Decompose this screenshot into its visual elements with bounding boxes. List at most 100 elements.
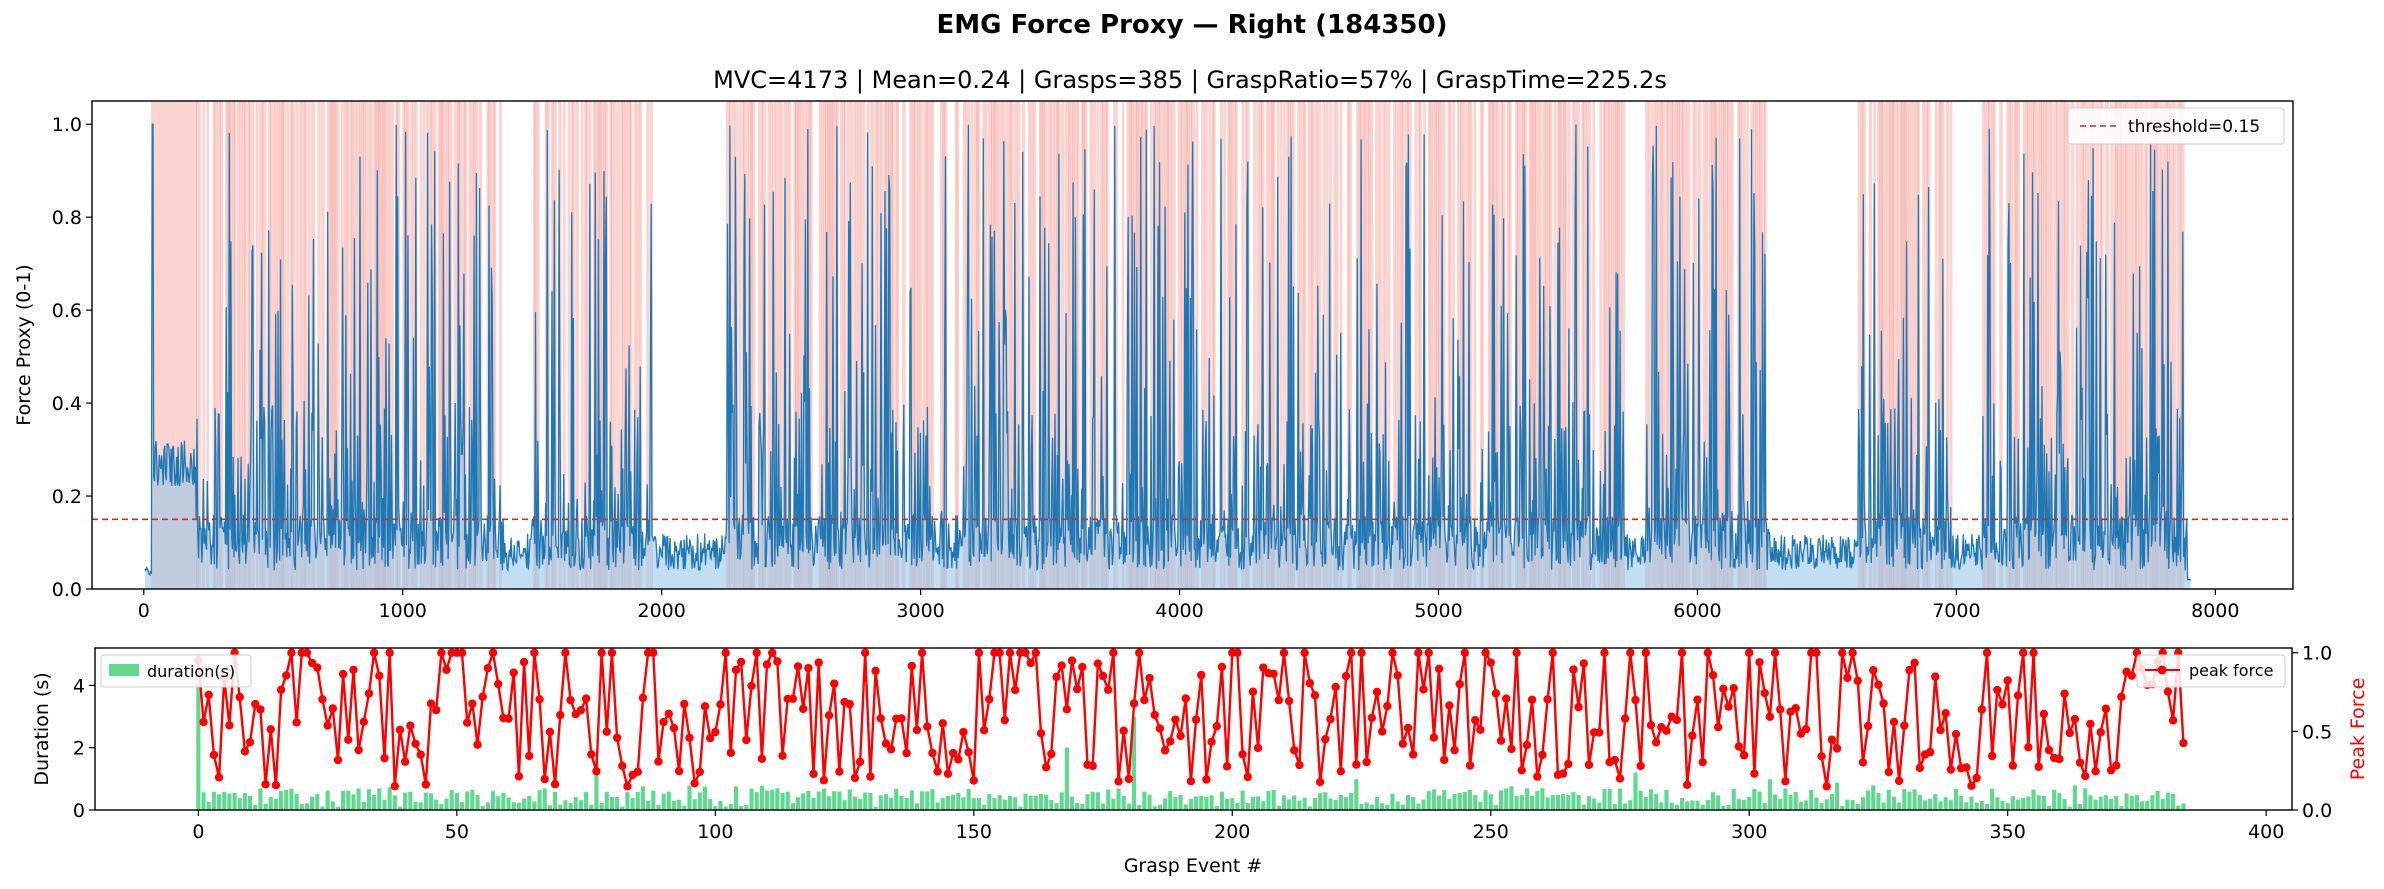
duration-bar <box>1416 803 1421 810</box>
duration-bar <box>413 801 418 810</box>
force-plot-frame <box>91 100 2294 590</box>
peak-point <box>1615 774 1625 783</box>
peak-point <box>1109 648 1118 657</box>
grasp-span <box>1896 101 1903 589</box>
grasp-span <box>1208 101 1212 589</box>
duration-bar <box>1902 789 1907 810</box>
peak-point <box>1171 715 1180 724</box>
grasp-span <box>609 101 613 589</box>
duration-bar <box>770 789 775 810</box>
grasp-span <box>2053 101 2058 589</box>
grasp-span <box>1061 101 1065 589</box>
grasp-span <box>1759 101 1762 589</box>
grasp-span <box>1456 101 1462 589</box>
duration-bar <box>692 799 697 810</box>
peak-point <box>1884 767 1893 777</box>
peak-point <box>1088 761 1097 771</box>
grasp-span <box>1606 101 1610 589</box>
peak-point <box>1538 750 1547 760</box>
duration-bar <box>1131 716 1137 810</box>
duration-bar <box>201 792 206 810</box>
grasp-span <box>219 101 224 589</box>
duration-bar <box>723 806 728 810</box>
grasp-span <box>2043 101 2047 589</box>
duration-bar <box>1328 798 1333 810</box>
duration-bar <box>1705 799 1710 810</box>
peak-point <box>959 727 968 737</box>
grasp-span <box>2155 101 2158 589</box>
peak-point <box>1708 670 1718 680</box>
peak-point <box>1114 777 1123 786</box>
peak-point <box>1765 712 1775 721</box>
duration-bar <box>1400 804 1405 810</box>
peak-point <box>1269 669 1278 679</box>
peak-point <box>742 735 751 745</box>
duration-bar <box>1436 795 1442 810</box>
duration-bar <box>325 790 330 810</box>
peak-point <box>1610 755 1620 765</box>
peak-point <box>1026 658 1035 668</box>
grasp-span <box>1384 101 1388 589</box>
peak-point <box>545 727 555 737</box>
duration-bar <box>1597 802 1602 810</box>
duration-bar <box>392 795 397 810</box>
grasp-span <box>321 101 325 589</box>
duration-bar <box>1188 798 1193 810</box>
peak-point <box>767 648 777 657</box>
grasp-span <box>1660 101 1663 589</box>
duration-bar <box>677 799 682 810</box>
peak-point <box>235 692 244 702</box>
duration-bar <box>780 792 785 810</box>
grasp-span <box>453 101 459 589</box>
duration-bar <box>873 806 878 810</box>
grasp-span <box>1599 101 1603 589</box>
grasp-span <box>931 101 934 589</box>
peak-point <box>804 663 813 673</box>
duration-bar <box>1602 788 1607 810</box>
grasp-span <box>2045 101 2049 589</box>
peak-point <box>871 666 880 676</box>
peak-point <box>1186 776 1196 786</box>
duration-bar <box>2062 799 2067 810</box>
grasp-span <box>1033 101 1037 589</box>
duration-bar <box>1679 797 1685 810</box>
duration-bar <box>1049 800 1054 810</box>
grasp-span <box>1907 101 1911 589</box>
peak-point <box>1346 648 1356 657</box>
duration-bar <box>1555 794 1561 810</box>
grasp-span <box>1333 101 1337 589</box>
grasp-span <box>2014 101 2018 589</box>
grasp-span <box>1366 101 1370 589</box>
peak-point <box>1496 736 1506 745</box>
duration-bar <box>547 805 552 810</box>
peak-point <box>1941 709 1950 718</box>
grasp-span <box>1104 101 1108 589</box>
peak-point <box>907 661 916 671</box>
grasp-span <box>1016 101 1021 589</box>
peak-point <box>674 766 684 776</box>
grasp-span <box>349 101 353 589</box>
peak-point <box>556 710 565 720</box>
peak-point <box>778 751 787 761</box>
duration-bar <box>1364 802 1369 810</box>
duration-bar <box>759 785 764 810</box>
duration-bar <box>1287 799 1292 810</box>
grasp-span <box>282 101 287 589</box>
duration-bar <box>1385 804 1390 810</box>
peak-point <box>602 727 611 736</box>
peak-point <box>597 648 606 657</box>
grasp-span <box>750 101 753 589</box>
grasp-span <box>2062 101 2065 589</box>
duration-bar <box>2165 792 2171 810</box>
duration-bar <box>1395 801 1400 810</box>
grasp-span <box>1068 101 1071 589</box>
peak-point <box>948 748 958 758</box>
duration-bar <box>1343 797 1349 810</box>
peak-point <box>2034 762 2043 771</box>
grasp-span <box>956 101 960 589</box>
grasp-span <box>2120 101 2125 589</box>
grasp-span <box>1419 101 1422 589</box>
duration-bar <box>795 797 801 810</box>
peak-point <box>2168 716 2178 725</box>
duration-bar <box>2000 800 2005 810</box>
